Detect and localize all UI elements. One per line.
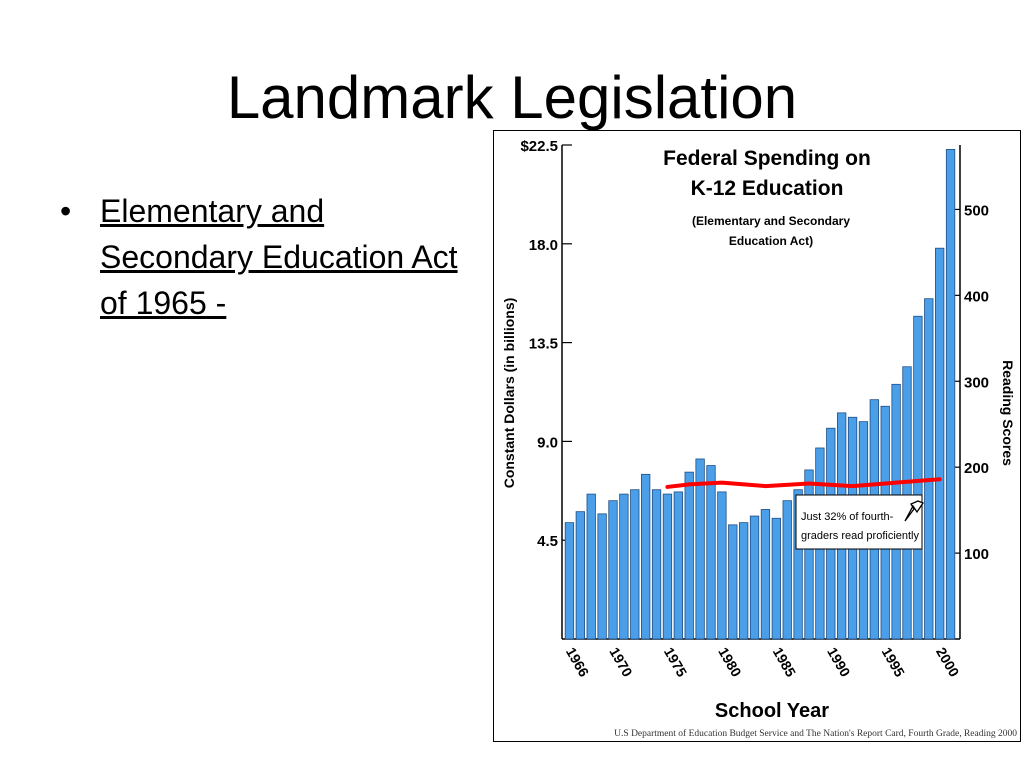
left-tick-label: 4.5 — [537, 533, 558, 550]
annotation-line2: graders read proficiently — [801, 530, 920, 542]
x-tick-label: 1995 — [879, 645, 909, 680]
bar — [641, 473, 651, 640]
left-tick-label: 13.5 — [529, 336, 558, 353]
bar — [760, 509, 771, 640]
chart-subtitle-line1: (Elementary and Secondary — [692, 214, 850, 228]
left-tick-label: $22.5 — [520, 138, 558, 155]
bar — [945, 148, 956, 640]
x-tick-label: 1966 — [563, 645, 593, 680]
x-axis-ticks: 1966 1970 1975 1980 1985 1990 1995 2000 — [563, 645, 963, 680]
bar — [782, 500, 792, 640]
bullet-list: • Elementary and Secondary Education Act… — [60, 188, 490, 326]
reading-score-series — [665, 477, 942, 489]
bar — [597, 513, 607, 640]
bar — [739, 522, 749, 640]
bar — [913, 315, 923, 640]
bar — [575, 511, 585, 640]
x-tick-label: 1970 — [606, 645, 636, 680]
chart-title-line2: K-12 Education — [691, 177, 844, 200]
bar — [564, 522, 575, 640]
x-tick-label: 1975 — [661, 645, 691, 680]
bar — [706, 465, 716, 640]
bar — [695, 458, 705, 640]
bar — [924, 298, 934, 640]
chart-subtitle-line2: Education Act) — [729, 234, 813, 248]
bar — [717, 491, 727, 640]
right-axis-ticks: 500 400 300 200 100 — [950, 202, 989, 563]
bar — [673, 491, 683, 640]
bar — [662, 493, 673, 640]
bar — [651, 489, 662, 640]
right-tick-label: 300 — [964, 374, 989, 391]
bar — [793, 489, 803, 640]
left-axis-ticks: $22.5 18.0 13.5 9.0 4.5 — [520, 138, 572, 550]
bar — [608, 500, 618, 640]
bar — [728, 524, 738, 640]
chart-title-line1: Federal Spending on — [663, 147, 871, 170]
bar — [619, 493, 629, 640]
source-note: U.S Department of Education Budget Servi… — [614, 728, 1017, 739]
right-tick-label: 400 — [964, 288, 989, 305]
y-axis-label: Constant Dollars (in billions) — [501, 298, 517, 489]
bar — [630, 489, 640, 640]
annotation-box: Just 32% of fourth- graders read profici… — [795, 494, 924, 550]
right-tick-label: 100 — [964, 546, 989, 563]
bullet-dot: • — [60, 193, 72, 229]
x-tick-label: 1990 — [824, 645, 854, 680]
x-axis-label: School Year — [715, 700, 829, 722]
y2-axis-label: Reading Scores — [1000, 360, 1016, 466]
bullet-text[interactable]: Elementary and Secondary Education Act o… — [100, 193, 458, 321]
bar — [684, 471, 694, 640]
x-tick-label: 1980 — [715, 645, 745, 680]
left-tick-label: 9.0 — [537, 434, 558, 451]
spending-chart: $22.5 18.0 13.5 9.0 4.5 500 400 300 200 100 1966… — [501, 138, 1017, 739]
bar — [586, 493, 596, 640]
bar — [804, 469, 814, 640]
bullet-item: • Elementary and Secondary Education Act… — [60, 188, 490, 326]
annotation-line1: Just 32% of fourth- — [801, 511, 894, 523]
chart-frame: $22.5 18.0 13.5 9.0 4.5 500 400 300 200 100 1966… — [493, 130, 1021, 742]
left-tick-label: 18.0 — [529, 237, 558, 254]
bar — [749, 515, 760, 640]
reading-score-line — [665, 477, 942, 489]
bar — [771, 517, 781, 640]
slide-title: Landmark Legislation — [226, 64, 798, 131]
right-tick-label: 500 — [964, 202, 989, 219]
x-tick-label: 1985 — [770, 645, 800, 680]
right-tick-label: 200 — [964, 460, 989, 477]
arrow-icon — [904, 500, 924, 522]
x-tick-label: 2000 — [933, 645, 963, 680]
bar — [935, 247, 945, 640]
